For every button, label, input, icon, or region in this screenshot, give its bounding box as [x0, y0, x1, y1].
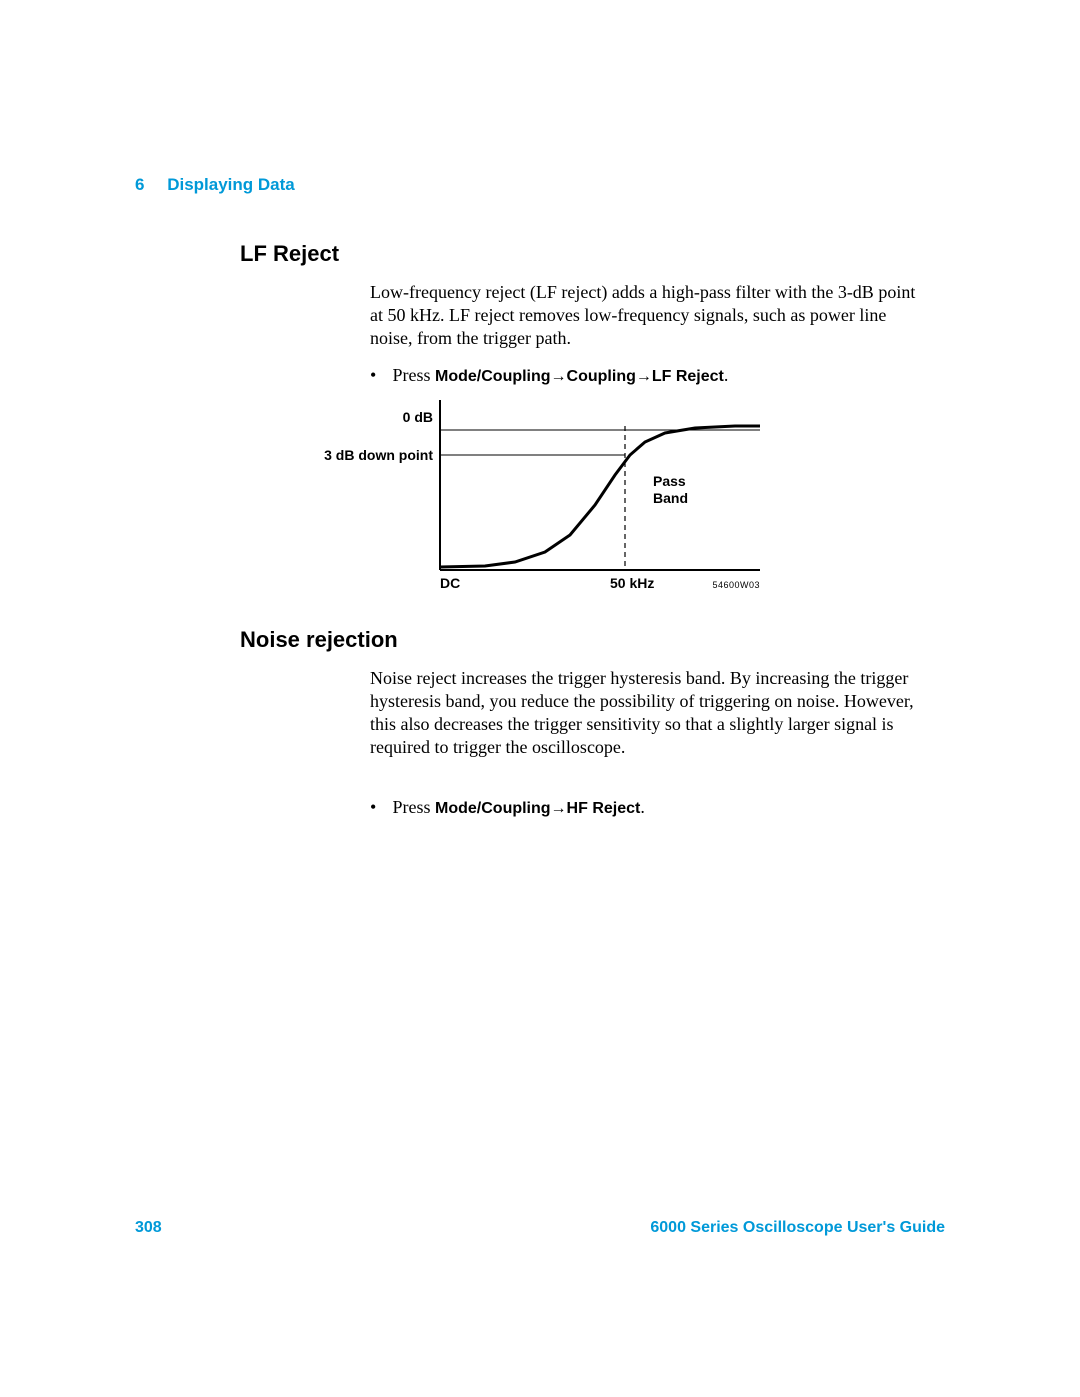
fifty-khz-label: 50 kHz	[610, 575, 654, 591]
section-heading-noise-rejection: Noise rejection	[240, 627, 398, 653]
section-bullet-lf-reject: • Press Mode/Coupling→Coupling→LF Reject…	[370, 364, 930, 387]
chart-svg: 0 dB 3 dB down point DC 50 kHz Pass Band…	[305, 400, 775, 605]
bullet-dot: •	[370, 796, 388, 819]
bullet-bold: Mode/Coupling→HF Reject	[435, 800, 640, 817]
chapter-number: 6	[135, 175, 144, 194]
bullet-dot: •	[370, 364, 388, 387]
section-body-lf-reject: Low-frequency reject (LF reject) adds a …	[370, 281, 930, 350]
pass-band-label-1: Pass	[653, 473, 686, 489]
bullet-text: Press Mode/Coupling→Coupling→LF Reject.	[393, 365, 729, 385]
page-header: 6 Displaying Data	[135, 175, 295, 195]
three-db-label: 3 dB down point	[324, 447, 433, 463]
section-heading-lf-reject: LF Reject	[240, 241, 339, 267]
zero-db-label: 0 dB	[403, 409, 433, 425]
lf-reject-chart: 0 dB 3 dB down point DC 50 kHz Pass Band…	[305, 400, 775, 605]
page-footer: 308 6000 Series Oscilloscope User's Guid…	[135, 1219, 945, 1237]
bullet-prefix: Press	[393, 797, 436, 817]
bullet-suffix: .	[640, 797, 645, 817]
chapter-title: Displaying Data	[167, 175, 295, 194]
bullet-text: Press Mode/Coupling→HF Reject.	[393, 797, 645, 817]
bullet-prefix: Press	[393, 365, 436, 385]
section-bullet-noise-rejection: • Press Mode/Coupling→HF Reject.	[370, 796, 930, 819]
page: 6 Displaying Data LF Reject Low-frequenc…	[0, 0, 1080, 1397]
section-body-noise-rejection: Noise reject increases the trigger hyste…	[370, 667, 930, 759]
response-curve	[440, 426, 760, 567]
bullet-bold: Mode/Coupling→Coupling→LF Reject	[435, 368, 724, 385]
dc-label: DC	[440, 575, 460, 591]
figure-id: 54600W03	[712, 580, 760, 590]
page-number: 308	[135, 1219, 162, 1236]
pass-band-label-2: Band	[653, 490, 688, 506]
bullet-suffix: .	[724, 365, 729, 385]
guide-title: 6000 Series Oscilloscope User's Guide	[650, 1219, 945, 1237]
